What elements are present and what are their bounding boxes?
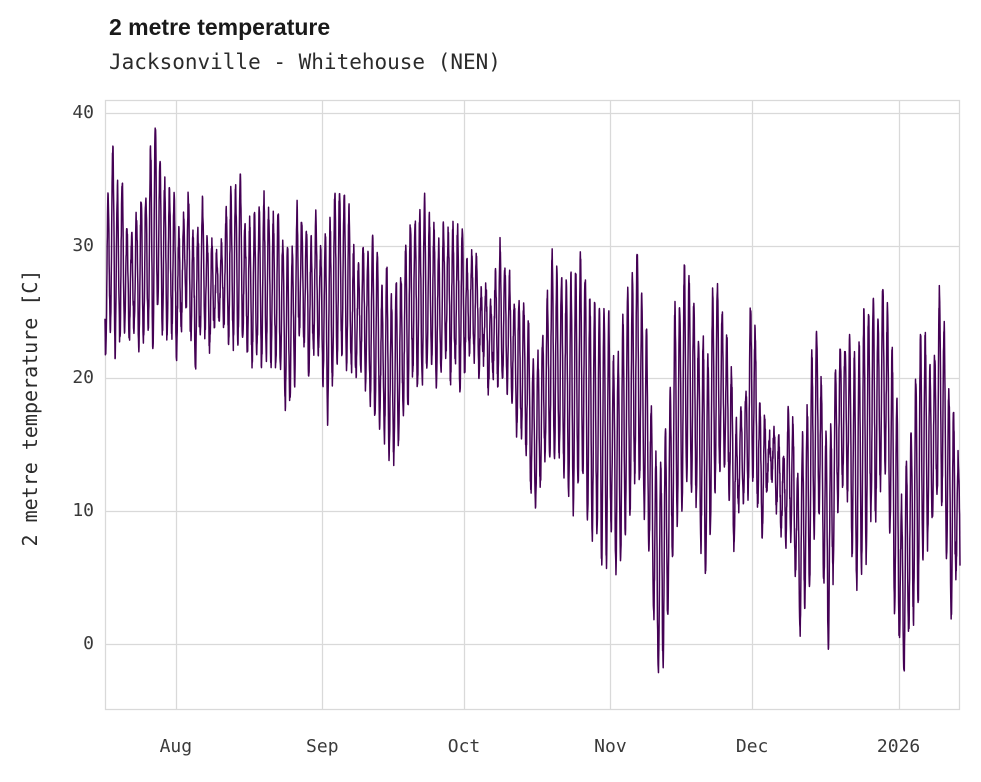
y-tick-label: 30 <box>72 234 94 256</box>
chart-subtitle: Jacksonville - Whitehouse (NEN) <box>109 50 501 74</box>
x-tick-label: 2026 <box>876 736 921 757</box>
x-tick-label: Oct <box>447 736 481 757</box>
y-tick-label: 20 <box>72 367 94 389</box>
y-tick-label: 10 <box>72 500 94 522</box>
x-tick-label: Dec <box>735 736 769 757</box>
x-tick-label: Nov <box>594 736 627 757</box>
x-tick-label: Aug <box>159 736 193 757</box>
chart-title: 2 metre temperature <box>109 14 331 40</box>
x-tick-label: Sep <box>306 736 339 757</box>
y-tick-label: 0 <box>83 632 94 654</box>
y-tick-label: 40 <box>72 102 94 124</box>
